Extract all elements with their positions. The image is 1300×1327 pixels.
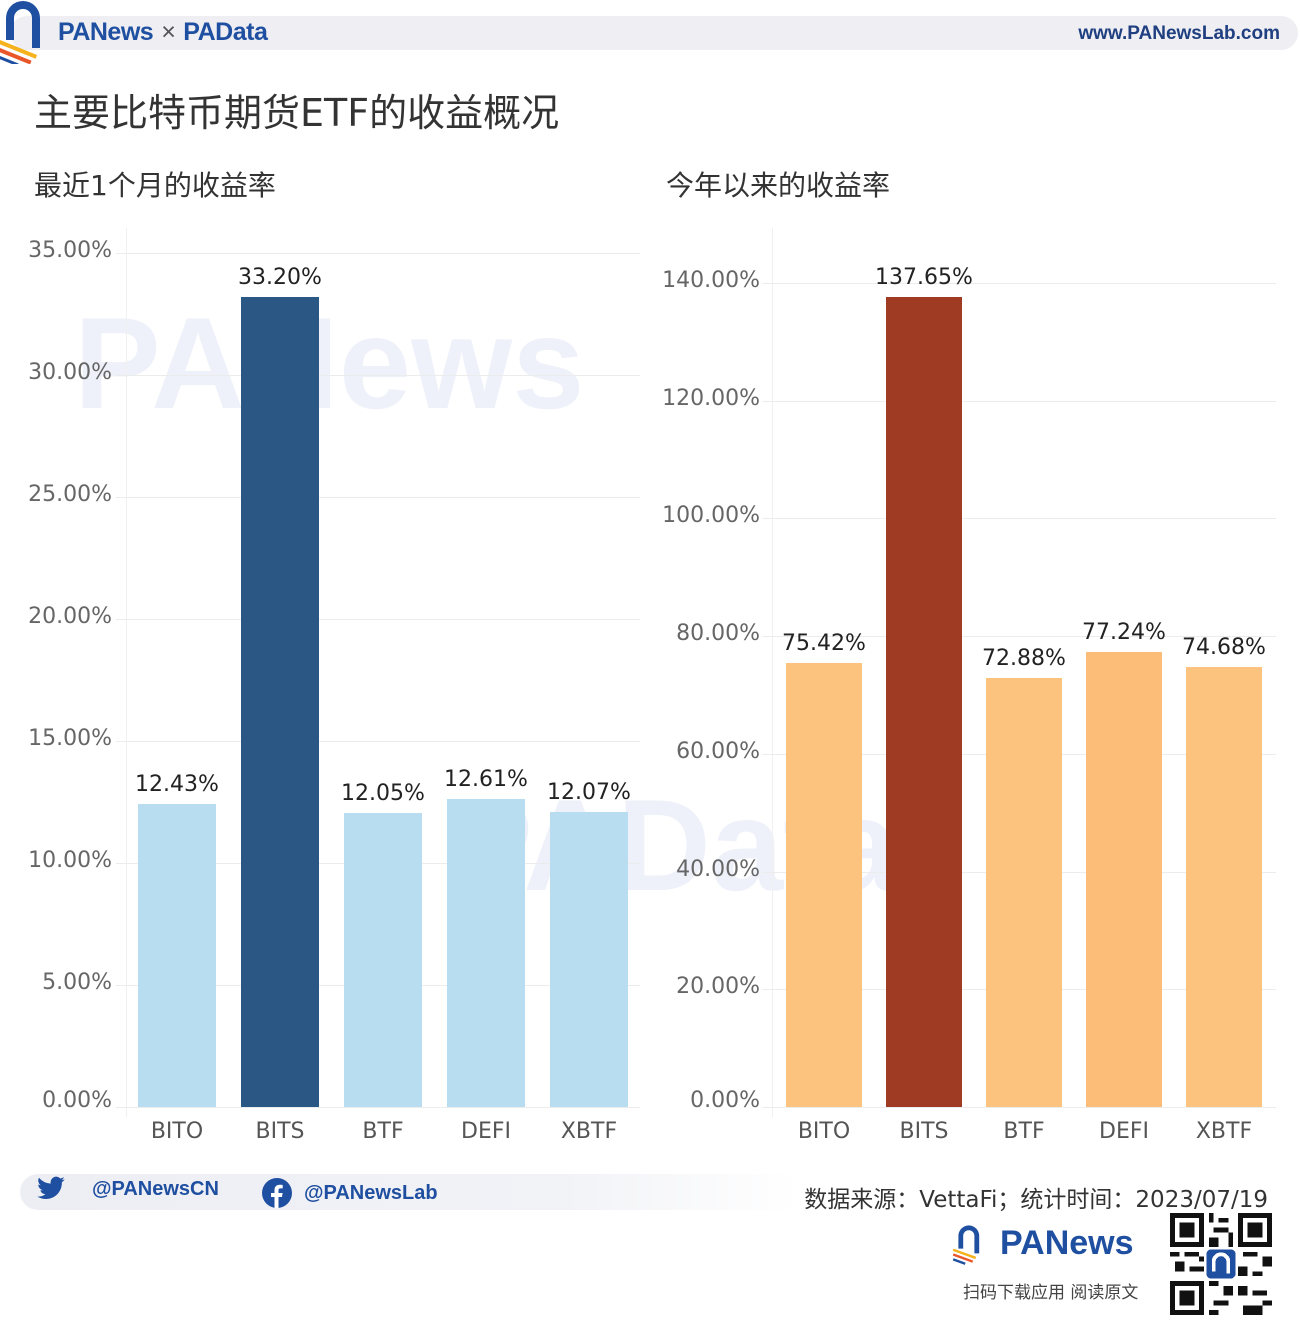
footer-panews-logo-icon	[952, 1225, 980, 1265]
gridline	[116, 1107, 640, 1108]
gridline	[116, 741, 640, 742]
bar-value-label: 12.61%	[444, 767, 528, 793]
x-tick-label: BTF	[1003, 1119, 1045, 1144]
y-axis-line	[772, 228, 773, 1117]
y-tick-label: 35.00%	[28, 238, 112, 263]
page-title: 主要比特币期货ETF的收益概况	[34, 91, 560, 135]
brand-padata: PAData	[183, 18, 268, 46]
footer-brand: PANews	[1000, 1224, 1134, 1262]
qr-code-icon[interactable]	[1170, 1213, 1272, 1315]
y-tick-label: 100.00%	[662, 503, 760, 529]
facebook-link[interactable]: @PANewsLab	[262, 1178, 438, 1208]
y-tick-label: 5.00%	[42, 970, 112, 995]
x-tick-label: BITO	[797, 1119, 851, 1144]
y-tick-label: 30.00%	[28, 360, 112, 385]
gridline	[116, 253, 640, 254]
y-tick-label: 0.00%	[690, 1088, 760, 1113]
x-tick-label: DEFI	[1099, 1119, 1149, 1144]
bar-bito[interactable]	[786, 663, 862, 1107]
y-tick-label: 80.00%	[676, 621, 760, 647]
bar-value-label: 74.68%	[1182, 635, 1266, 661]
social-footer-bar	[20, 1174, 800, 1210]
y-tick-label: 60.00%	[676, 738, 760, 764]
gridline	[762, 283, 1276, 284]
bar-value-label: 33.20%	[238, 264, 322, 290]
gridline	[116, 619, 640, 620]
right-bar-chart: 0.00% 20.00% 40.00% 60.00% 80.00% 100.00% 120.…	[662, 228, 1276, 1144]
bar-btf[interactable]	[986, 678, 1062, 1107]
x-tick-label: XBTF	[1195, 1119, 1253, 1144]
panews-logo-icon	[0, 1, 40, 64]
data-source-note: 数据来源：VettaFi；统计时间：2023/07/19	[804, 1187, 1268, 1213]
bar-bits[interactable]	[241, 296, 319, 1107]
site-url-link[interactable]: www.PANewsLab.com	[1078, 23, 1280, 44]
facebook-icon	[262, 1178, 292, 1208]
y-tick-label: 15.00%	[28, 726, 112, 751]
footer-cta: 扫码下载应用 阅读原文	[963, 1283, 1139, 1303]
twitter-icon	[37, 1176, 65, 1199]
x-tick-label: BITO	[150, 1119, 204, 1144]
twitter-link[interactable]: @PANewsCN	[36, 1176, 219, 1202]
y-axis-line	[126, 228, 127, 1117]
bar-value-label: 72.88%	[982, 646, 1066, 672]
bar-btf[interactable]	[344, 812, 422, 1107]
bar-xbtf[interactable]	[550, 812, 628, 1107]
brand-title: PANews × PAData	[58, 18, 268, 47]
twitter-handle: @PANewsCN	[92, 1177, 219, 1200]
x-tick-label: DEFI	[461, 1119, 511, 1144]
right-chart-title: 今年以来的收益率	[666, 169, 891, 202]
bar-value-label: 12.07%	[547, 780, 631, 806]
left-bar-chart: 0.00% 5.00% 10.00% 15.00% 20.00% 25.00% 30.00%…	[0, 0, 650, 1160]
bar-value-label: 137.65%	[875, 264, 973, 290]
brand-separator: ×	[161, 18, 176, 46]
x-tick-label: XBTF	[560, 1119, 618, 1144]
bar-value-label: 12.05%	[341, 780, 425, 806]
gridline	[116, 497, 640, 498]
bar-defi[interactable]	[1086, 652, 1162, 1107]
brand-panews: PANews	[58, 18, 154, 46]
y-tick-label: 140.00%	[662, 268, 760, 293]
bar-defi[interactable]	[447, 799, 525, 1107]
y-tick-label: 10.00%	[28, 848, 112, 873]
gridline	[762, 636, 1276, 638]
gridline	[762, 518, 1276, 520]
gridline	[116, 375, 640, 376]
bar-value-label: 77.24%	[1082, 620, 1166, 646]
gridline	[762, 400, 1276, 402]
y-tick-label: 20.00%	[676, 974, 760, 1000]
y-tick-label: 120.00%	[662, 385, 760, 411]
bar-bito[interactable]	[138, 803, 216, 1107]
gridline	[762, 1107, 1276, 1108]
y-tick-label: 0.00%	[42, 1088, 112, 1113]
x-tick-label: BITS	[899, 1119, 949, 1144]
bar-bits[interactable]	[886, 296, 962, 1107]
x-tick-label: BITS	[255, 1119, 305, 1144]
x-tick-label: BTF	[362, 1119, 404, 1144]
header-bar	[10, 16, 1298, 50]
bar-xbtf[interactable]	[1186, 667, 1262, 1107]
bar-value-label: 75.42%	[782, 631, 866, 657]
y-tick-label: 25.00%	[28, 482, 112, 507]
facebook-handle: @PANewsLab	[304, 1181, 438, 1204]
left-chart-title: 最近1个月的收益率	[34, 169, 276, 202]
y-tick-label: 40.00%	[676, 856, 760, 882]
y-tick-label: 20.00%	[28, 604, 112, 629]
bar-value-label: 12.43%	[135, 771, 219, 797]
